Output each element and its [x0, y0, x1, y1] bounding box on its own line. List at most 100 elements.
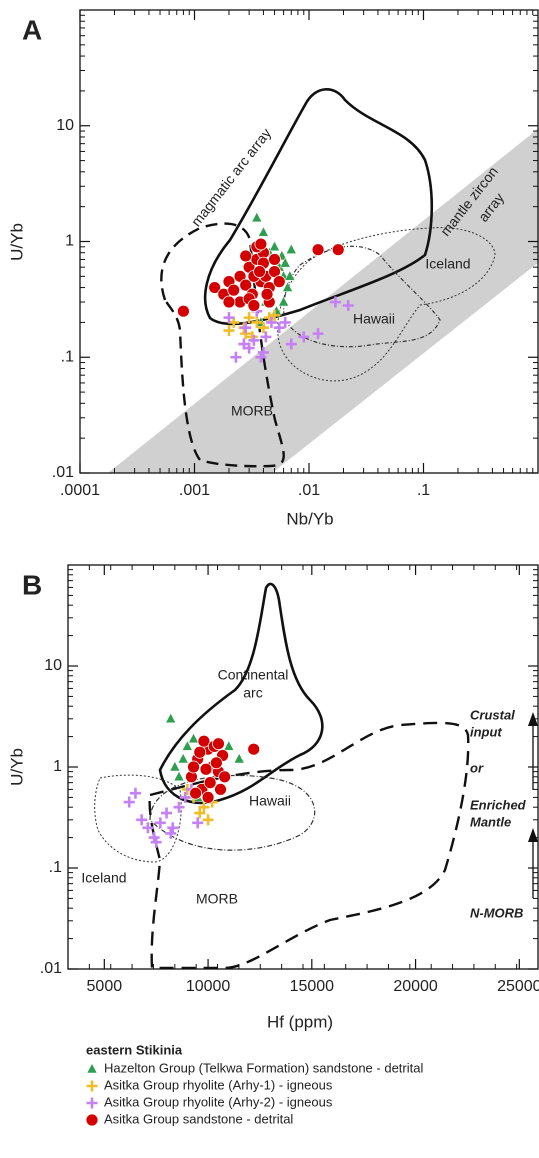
point [243, 312, 255, 324]
point [342, 299, 354, 311]
point [201, 791, 215, 804]
point [177, 304, 190, 318]
point [208, 281, 222, 294]
point [218, 770, 232, 784]
panel-label: A [22, 14, 42, 45]
point [154, 817, 166, 829]
point [273, 322, 285, 334]
point [167, 822, 179, 834]
points [123, 712, 261, 848]
y-tick-label: 10 [56, 117, 74, 134]
point [223, 312, 235, 324]
point [279, 316, 291, 328]
point [258, 226, 269, 237]
side-label: input [470, 724, 502, 739]
point [199, 762, 213, 776]
point [240, 322, 252, 334]
annotation: arc [243, 685, 262, 701]
point [165, 827, 177, 839]
fields-a: magmatic arc array mantle zircon array I… [108, 88, 539, 473]
point [214, 783, 227, 796]
point [269, 240, 280, 252]
point [253, 265, 266, 278]
point [222, 295, 236, 309]
point [272, 275, 286, 289]
morb-field [160, 222, 285, 468]
x-tick-label: .01 [298, 482, 320, 499]
point [202, 814, 214, 826]
legend-marker [86, 1062, 98, 1074]
point [142, 822, 154, 834]
point [251, 211, 263, 223]
side-label: N-MORB [470, 905, 523, 920]
hawaii-field [149, 774, 316, 851]
point [331, 243, 345, 257]
plot-frame [67, 564, 539, 970]
point [251, 316, 263, 328]
annotation: magmatic arc array [188, 125, 274, 229]
point [265, 316, 277, 328]
point [212, 737, 225, 751]
point [192, 817, 204, 829]
point [227, 283, 241, 297]
point [239, 278, 253, 292]
point [189, 786, 203, 800]
point [179, 791, 191, 803]
point [239, 249, 253, 263]
point [312, 328, 324, 340]
point [257, 346, 269, 358]
magmatic-arc-field [203, 88, 434, 326]
point [136, 814, 148, 826]
point [285, 338, 297, 350]
legend-label: Hazelton Group (Telkwa Formation) sandst… [104, 1060, 423, 1075]
x-tick-label: 15000 [290, 978, 335, 995]
y-tick-label: .1 [61, 348, 74, 365]
point [181, 740, 193, 751]
iceland-field [277, 227, 496, 382]
panel-label: B [22, 569, 42, 600]
point [198, 801, 210, 813]
side-label: Mantle [470, 814, 511, 829]
point [165, 712, 177, 724]
side-label: or [470, 760, 484, 775]
x-tick-label: .0001 [60, 482, 100, 499]
annotation: Hawaii [353, 311, 395, 327]
point [223, 740, 235, 751]
y-axis-label: U/Yb [7, 223, 26, 261]
point [123, 796, 135, 808]
point [298, 331, 310, 343]
x-axis-label: Nb/Yb [286, 509, 333, 528]
point [269, 309, 281, 321]
point [177, 752, 189, 764]
y-tick-label: .1 [49, 859, 62, 876]
side-label: Enriched [470, 797, 527, 812]
annotation: MORB [196, 891, 238, 907]
point [173, 770, 185, 782]
x-tick-label: .1 [417, 482, 430, 499]
fields-b: Continental arc Hawaii Iceland MORB Crus… [81, 582, 538, 970]
y-tick-label: .01 [52, 464, 74, 481]
x-axis-label: Hf (ppm) [267, 1012, 333, 1031]
point [247, 742, 261, 756]
point [254, 237, 268, 251]
annotation: Iceland [425, 256, 470, 272]
x-tick-label: .001 [179, 482, 210, 499]
point [311, 243, 325, 257]
point [193, 745, 207, 759]
point [284, 270, 296, 281]
point [203, 776, 217, 790]
y-axis-label: U/Yb [7, 748, 26, 786]
y-tick-label: 1 [53, 758, 62, 775]
x-tick-label: 10000 [186, 978, 231, 995]
annotation: Iceland [81, 870, 126, 886]
point [150, 836, 162, 848]
points [177, 211, 354, 363]
point [188, 732, 199, 744]
point [260, 287, 274, 301]
annotation: MORB [231, 403, 273, 419]
y-tick-label: 1 [65, 233, 74, 250]
legend-title: eastern Stikinia [86, 1042, 183, 1057]
y-tick-label: 10 [44, 657, 62, 674]
point [279, 257, 291, 268]
